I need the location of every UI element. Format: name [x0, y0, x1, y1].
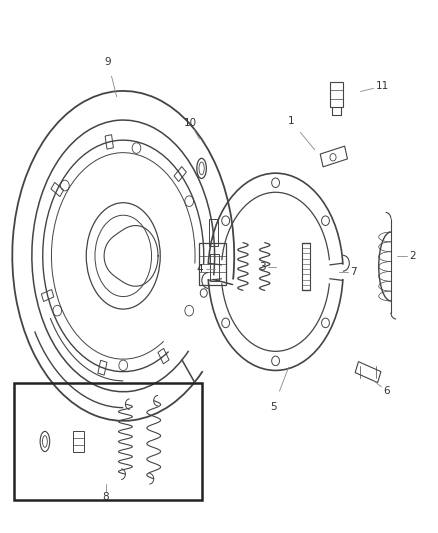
- Text: 3: 3: [259, 262, 266, 271]
- Bar: [41, 289, 54, 302]
- Bar: [209, 219, 218, 246]
- Bar: [98, 360, 107, 375]
- Text: 9: 9: [105, 58, 111, 67]
- Text: 5: 5: [270, 402, 277, 412]
- Bar: [158, 349, 169, 364]
- Text: 4: 4: [196, 264, 203, 274]
- Text: 1: 1: [287, 116, 294, 126]
- Bar: [320, 146, 347, 167]
- Text: 10: 10: [184, 118, 197, 128]
- Text: 2: 2: [410, 251, 416, 261]
- Bar: [174, 166, 186, 182]
- Bar: [210, 254, 219, 281]
- Bar: [51, 182, 64, 197]
- Bar: [73, 431, 84, 452]
- Bar: [355, 361, 381, 383]
- Bar: [105, 135, 113, 149]
- Text: 6: 6: [383, 386, 390, 396]
- Bar: [330, 82, 343, 108]
- Text: 7: 7: [350, 267, 357, 277]
- Text: 11: 11: [375, 81, 389, 91]
- Text: 8: 8: [102, 492, 109, 502]
- Bar: [14, 383, 201, 500]
- Bar: [199, 243, 226, 285]
